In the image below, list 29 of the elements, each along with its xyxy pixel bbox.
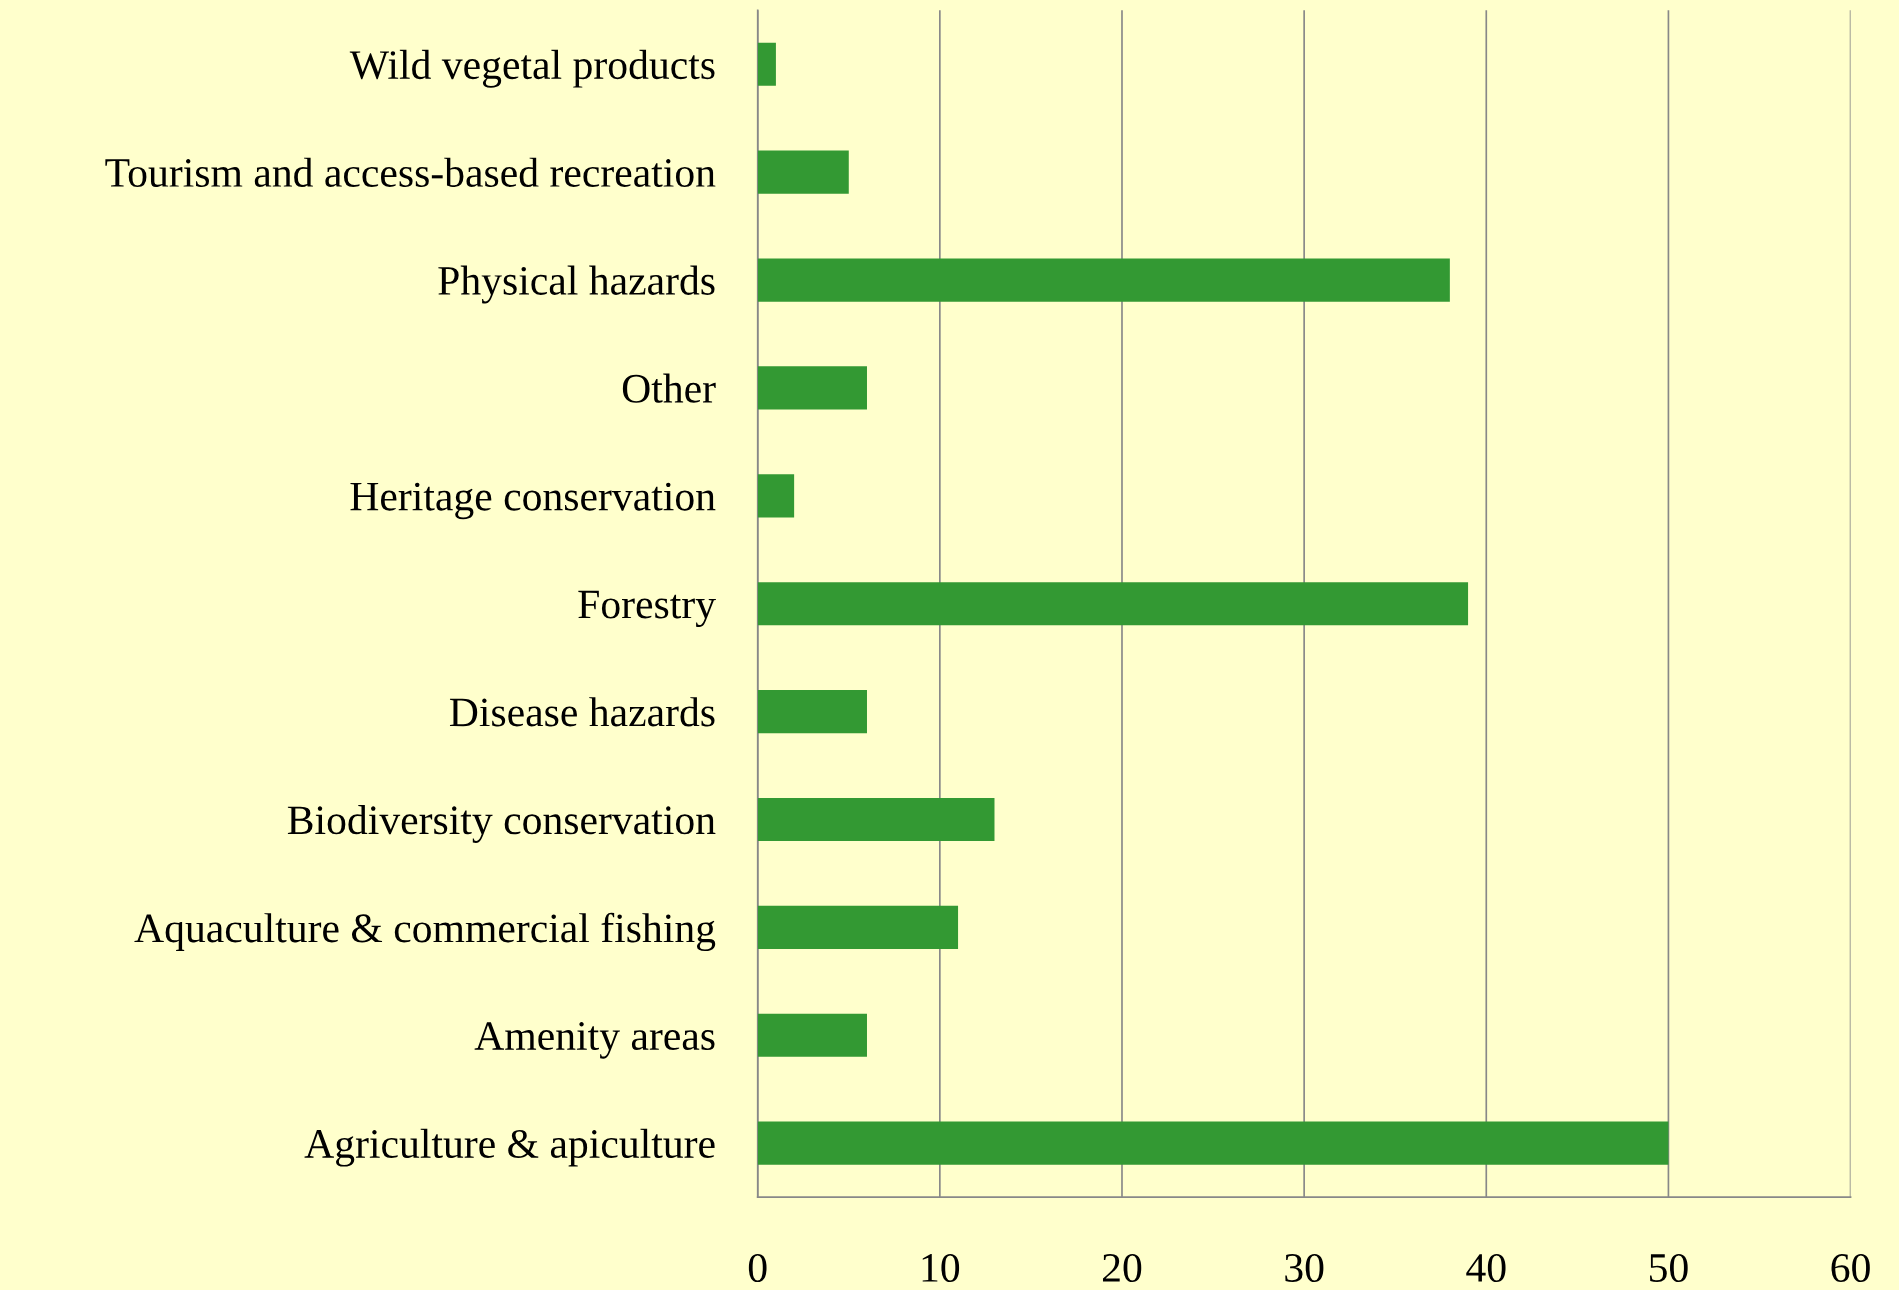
y-tick-label: Heritage conservation xyxy=(350,482,716,520)
y-tick-label: Agriculture & apiculture xyxy=(304,1128,715,1167)
bar xyxy=(757,42,776,86)
bar xyxy=(757,797,995,842)
bar xyxy=(757,150,849,194)
y-tick-label: Biodiversity conservation xyxy=(287,805,716,843)
x-tick-label: 20 xyxy=(1102,1253,1142,1282)
bar xyxy=(757,582,1469,626)
bar xyxy=(757,258,1450,302)
bar xyxy=(757,690,867,734)
x-tick-label: 10 xyxy=(922,1253,960,1282)
y-tick-label: Other xyxy=(622,373,716,403)
y-tick-label: Tourism and access-based recreation xyxy=(105,157,716,188)
y-tick-label: Forestry xyxy=(578,590,716,628)
x-tick-label: 30 xyxy=(1285,1253,1324,1282)
x-tick-label: 40 xyxy=(1466,1253,1506,1282)
y-tick-label: Wild vegetal products xyxy=(349,49,715,88)
y-tick-label: Aquaculture & commercial fishing xyxy=(134,912,716,952)
x-tick-label: 0 xyxy=(748,1253,767,1282)
bar xyxy=(757,366,867,410)
bar xyxy=(757,1121,1669,1165)
bar xyxy=(757,1013,867,1057)
bar xyxy=(757,474,795,518)
bar xyxy=(757,905,959,949)
y-tick-label: Amenity areas xyxy=(474,1022,715,1059)
y-tick-label: Disease hazards xyxy=(449,697,715,727)
y-tick-label: Physical hazards xyxy=(438,265,715,304)
x-tick-label: 50 xyxy=(1650,1253,1688,1282)
x-tick-label: 60 xyxy=(1831,1253,1870,1282)
